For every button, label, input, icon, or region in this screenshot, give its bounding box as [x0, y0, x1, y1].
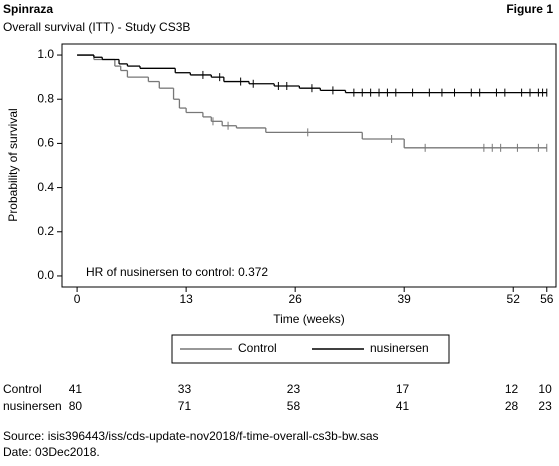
risk-count: 80	[69, 399, 83, 413]
plot-frame	[61, 43, 557, 288]
x-tick-label: 26	[288, 292, 302, 306]
footer-source: Source: isis396443/iss/cds-update-nov201…	[3, 429, 379, 443]
x-axis-label: Time (weeks)	[273, 312, 345, 326]
y-tick-label: 0.4	[37, 180, 54, 194]
risk-row-label: nusinersen	[3, 399, 62, 413]
risk-count: 10	[538, 382, 552, 396]
x-tick-label: 39	[398, 292, 412, 306]
risk-row-label: Control	[3, 382, 42, 396]
x-tick-label: 56	[540, 292, 554, 306]
risk-count: 17	[396, 382, 410, 396]
x-tick-label: 52	[507, 292, 521, 306]
footer-date: Date: 03Dec2018.	[3, 445, 100, 459]
y-tick-label: 1.0	[37, 47, 54, 61]
y-axis-label: Probability of survival	[6, 108, 20, 221]
risk-count: 41	[396, 399, 410, 413]
x-tick-label: 13	[179, 292, 193, 306]
legend-label: nusinersen	[370, 341, 429, 355]
y-tick-label: 0.8	[37, 91, 54, 105]
risk-count: 23	[287, 382, 301, 396]
risk-count: 41	[69, 382, 83, 396]
annotation: HR of nusinersen to control: 0.372	[86, 265, 268, 279]
legend-box	[171, 334, 450, 364]
page-title: Spinraza	[3, 2, 53, 16]
subtitle: Overall survival (ITT) - Study CS3B	[3, 20, 190, 34]
risk-count: 33	[178, 382, 192, 396]
risk-count: 12	[505, 382, 519, 396]
risk-count: 23	[538, 399, 552, 413]
figure-label: Figure 1	[506, 2, 553, 16]
x-tick-label: 0	[74, 292, 81, 306]
risk-count: 58	[287, 399, 301, 413]
legend-label: Control	[238, 341, 277, 355]
y-tick-label: 0.0	[37, 268, 54, 282]
y-tick-label: 0.6	[37, 136, 54, 150]
risk-count: 71	[178, 399, 192, 413]
risk-count: 28	[505, 399, 519, 413]
y-tick-label: 0.2	[37, 224, 54, 238]
